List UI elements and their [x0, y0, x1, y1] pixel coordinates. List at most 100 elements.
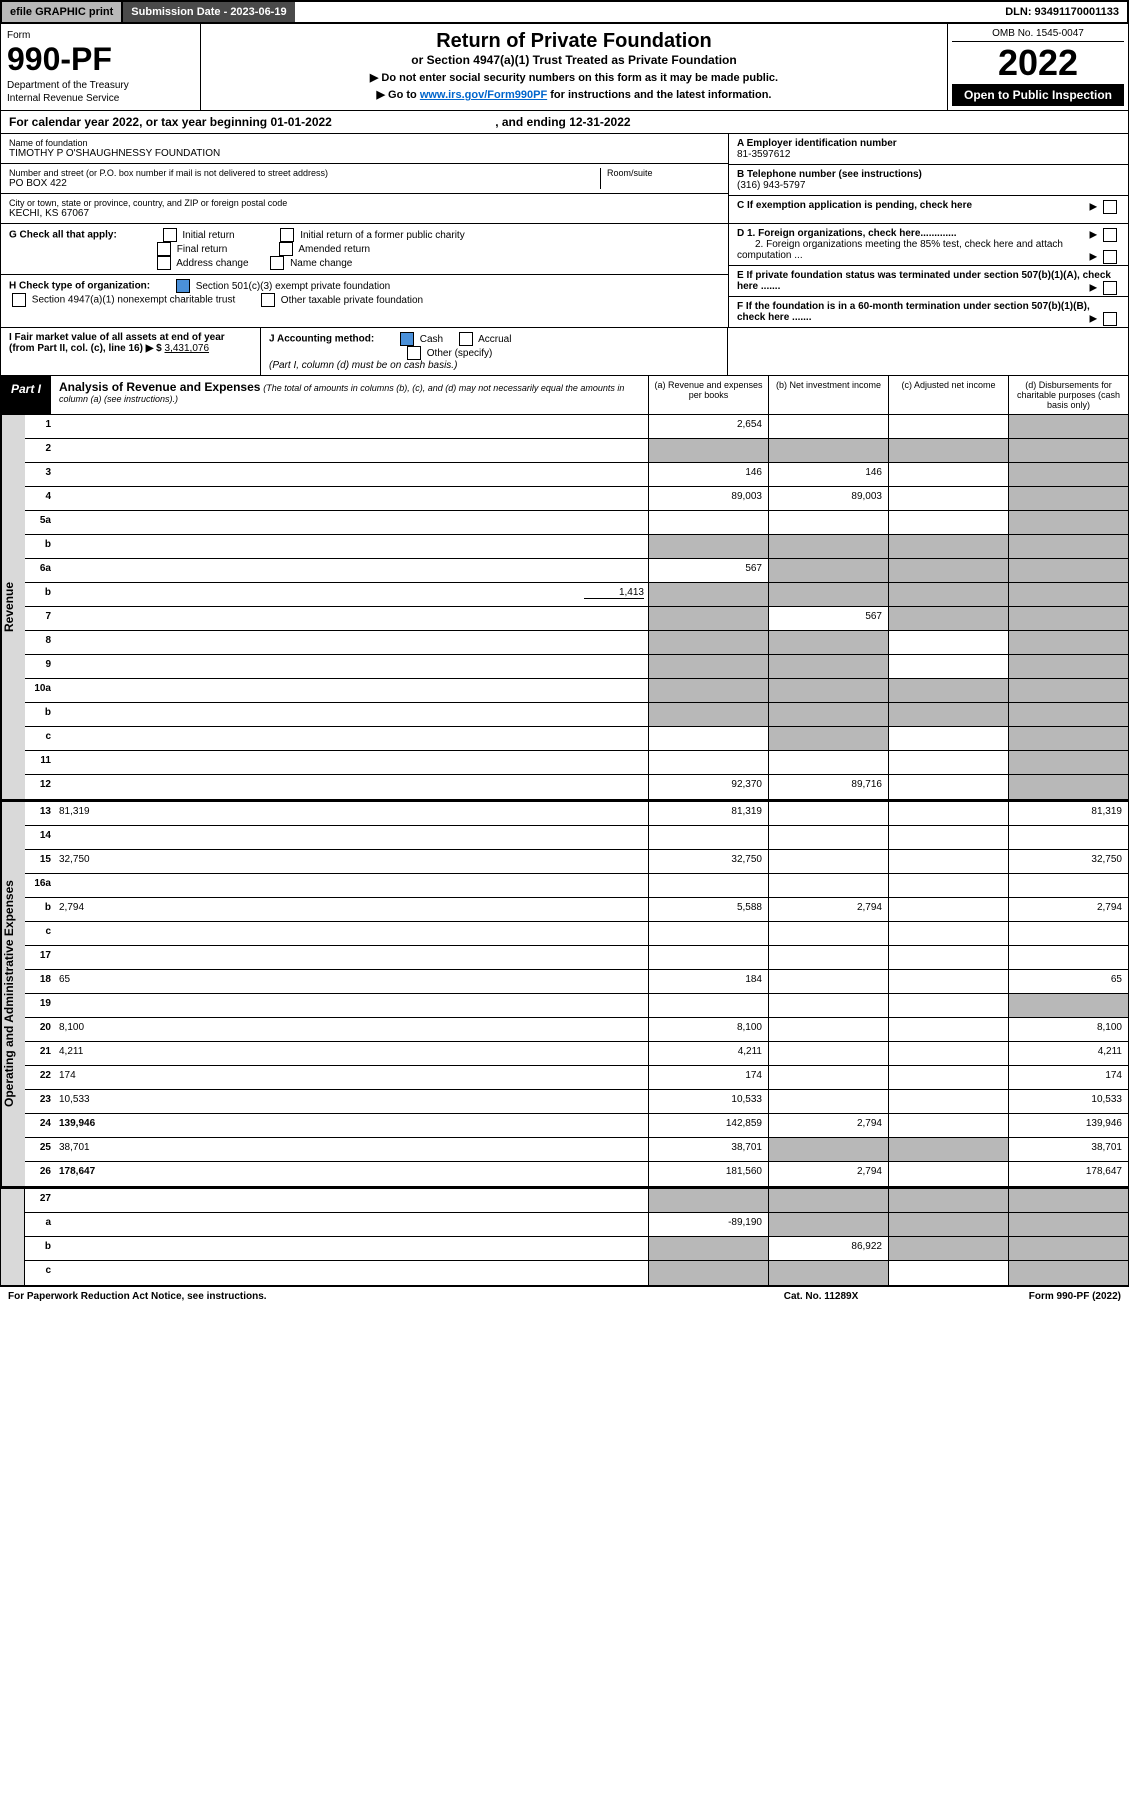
chk-amended-return[interactable] [279, 242, 293, 256]
table-row: c [25, 922, 1128, 946]
cell-d: 32,750 [1008, 850, 1128, 873]
cell-c [888, 1213, 1008, 1236]
row-description [55, 415, 648, 438]
cell-c [888, 1018, 1008, 1041]
row-number: 16a [25, 874, 55, 897]
cell-b: 89,716 [768, 775, 888, 799]
efile-print-button[interactable]: efile GRAPHIC print [2, 2, 123, 22]
fmv-value: 3,431,076 [165, 343, 210, 354]
chk-60-month[interactable] [1103, 312, 1117, 326]
table-row: 1292,37089,716 [25, 775, 1128, 799]
f-label: F If the foundation is in a 60-month ter… [737, 301, 1090, 323]
h-label: H Check type of organization: [9, 281, 150, 292]
cell-c [888, 970, 1008, 993]
page-footer: For Paperwork Reduction Act Notice, see … [0, 1286, 1129, 1306]
table-row: 6a567 [25, 559, 1128, 583]
cell-c [888, 559, 1008, 582]
cell-a: 184 [648, 970, 768, 993]
cell-a [648, 511, 768, 534]
cell-a: -89,190 [648, 1213, 768, 1236]
omb-number: OMB No. 1545-0047 [952, 28, 1124, 42]
cell-b [768, 1261, 888, 1285]
expenses-rows: 1381,31981,31981,319141532,75032,75032,7… [25, 802, 1128, 1186]
cell-a [648, 826, 768, 849]
cell-a: 5,588 [648, 898, 768, 921]
room-label: Room/suite [607, 168, 720, 178]
row-number: 18 [25, 970, 55, 993]
row-number: 4 [25, 487, 55, 510]
row-number: c [25, 727, 55, 750]
address: PO BOX 422 [9, 178, 600, 189]
part1-title: Analysis of Revenue and Expenses [59, 380, 260, 394]
table-row: 5a [25, 511, 1128, 535]
e-label: E If private foundation status was termi… [737, 270, 1111, 292]
cell-a [648, 751, 768, 774]
cell-b: 567 [768, 607, 888, 630]
form-title: Return of Private Foundation [207, 30, 941, 53]
cell-b: 2,794 [768, 1162, 888, 1186]
row-description [55, 631, 648, 654]
table-row: 2538,70138,70138,701 [25, 1138, 1128, 1162]
row-description [55, 559, 648, 582]
c-cell: C If exemption application is pending, c… [729, 196, 1128, 224]
chk-501c3[interactable] [176, 279, 190, 293]
chk-4947[interactable] [12, 293, 26, 307]
cell-d [1008, 775, 1128, 799]
row-description: 2,794 [55, 898, 648, 921]
chk-cash[interactable] [400, 332, 414, 346]
row-number: c [25, 1261, 55, 1285]
h-501: Section 501(c)(3) exempt private foundat… [196, 281, 391, 292]
chk-foreign-org[interactable] [1103, 228, 1117, 242]
col-b-header: (b) Net investment income [768, 376, 888, 414]
chk-foreign-85[interactable] [1103, 250, 1117, 264]
cell-b [768, 874, 888, 897]
chk-initial-former[interactable] [280, 228, 294, 242]
row-description: 38,701 [55, 1138, 648, 1161]
cell-b: 86,922 [768, 1237, 888, 1260]
chk-name-change[interactable] [270, 256, 284, 270]
cell-a [648, 655, 768, 678]
row-number: 24 [25, 1114, 55, 1137]
part1-badge: Part I [1, 376, 51, 414]
cell-b [768, 970, 888, 993]
cell-a [648, 1189, 768, 1212]
row-number: 7 [25, 607, 55, 630]
row-number: b [25, 535, 55, 558]
cell-b [768, 1189, 888, 1212]
table-row: 27 [25, 1189, 1128, 1213]
cell-b [768, 1138, 888, 1161]
row-description: 10,533 [55, 1090, 648, 1113]
cell-c [888, 775, 1008, 799]
chk-accrual[interactable] [459, 332, 473, 346]
c-label: C If exemption application is pending, c… [737, 200, 972, 211]
chk-other-method[interactable] [407, 346, 421, 360]
cell-a [648, 727, 768, 750]
cell-c [888, 1138, 1008, 1161]
form-number: 990-PF [7, 41, 194, 78]
info-right: A Employer identification number 81-3597… [728, 134, 1128, 327]
j-cash: Cash [420, 334, 443, 345]
cell-a: 8,100 [648, 1018, 768, 1041]
row-description [55, 751, 648, 774]
irs-link[interactable]: www.irs.gov/Form990PF [420, 89, 547, 101]
expenses-side-label: Operating and Administrative Expenses [1, 802, 25, 1186]
cell-b [768, 439, 888, 462]
top-bar: efile GRAPHIC print Submission Date - 20… [0, 0, 1129, 24]
cell-c [888, 751, 1008, 774]
table-row: 2 [25, 439, 1128, 463]
table-row: b [25, 703, 1128, 727]
cell-d: 174 [1008, 1066, 1128, 1089]
chk-exemption-pending[interactable] [1103, 200, 1117, 214]
row-description [55, 487, 648, 510]
revenue-table: Revenue 12,65423146146489,00389,0035ab6a… [0, 415, 1129, 800]
cell-d [1008, 1237, 1128, 1260]
chk-other-taxable[interactable] [261, 293, 275, 307]
cell-b [768, 559, 888, 582]
chk-address-change[interactable] [157, 256, 171, 270]
table-row: 22174174174 [25, 1066, 1128, 1090]
cell-a: 146 [648, 463, 768, 486]
chk-initial-return[interactable] [163, 228, 177, 242]
chk-final-return[interactable] [157, 242, 171, 256]
chk-status-terminated[interactable] [1103, 281, 1117, 295]
table-row: 24139,946142,8592,794139,946 [25, 1114, 1128, 1138]
